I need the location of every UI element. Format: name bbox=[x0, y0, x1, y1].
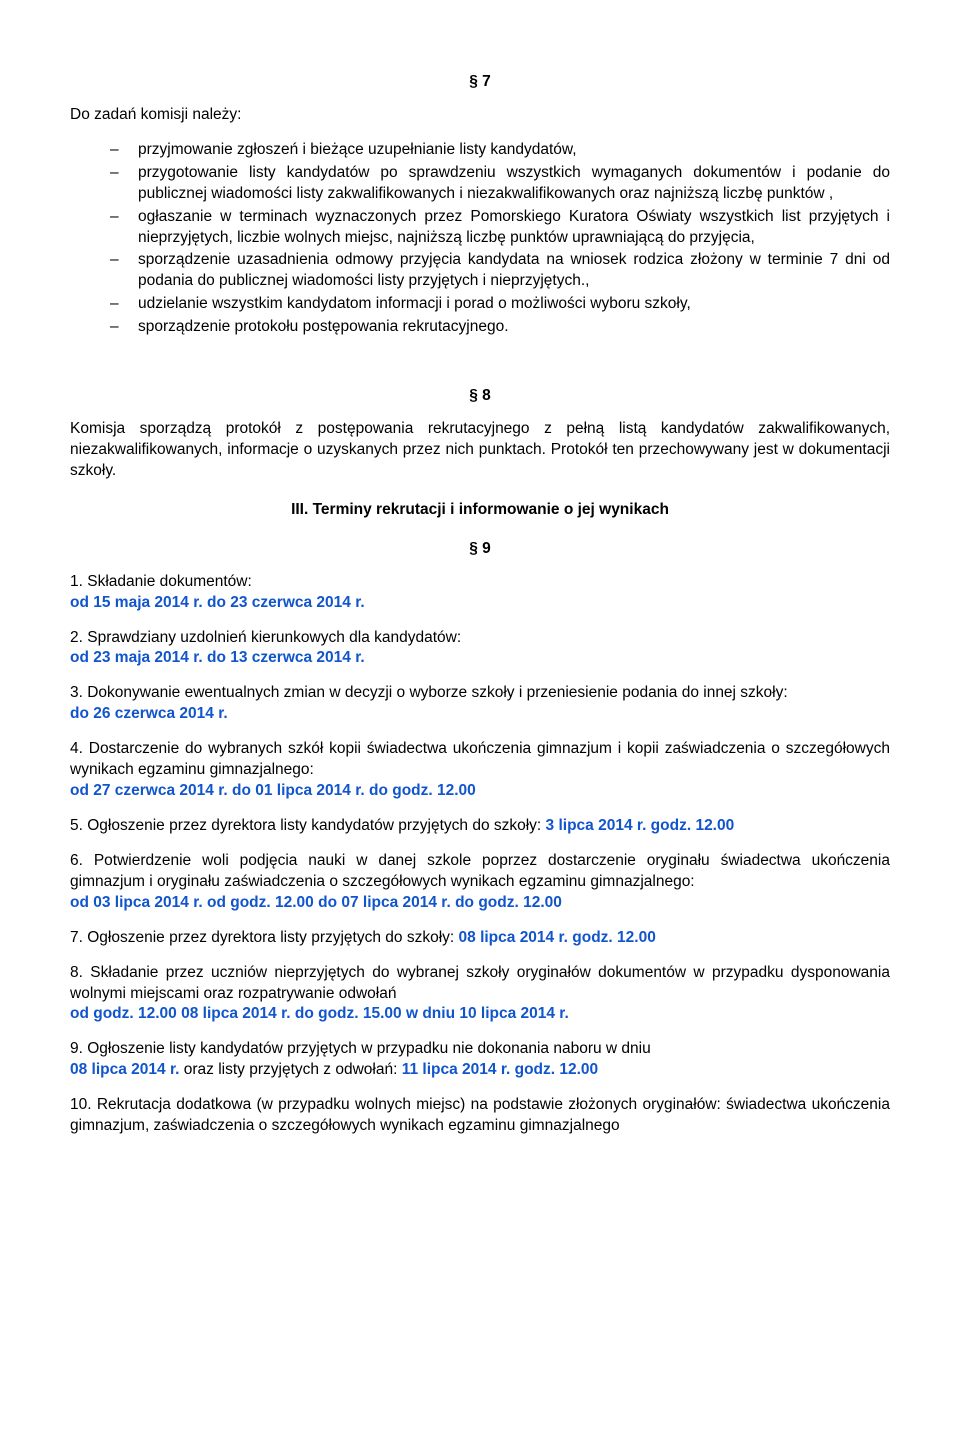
item-3: 3. Dokonywanie ewentualnych zmian w decy… bbox=[70, 683, 890, 725]
item-9-text: 9. Ogłoszenie listy kandydatów przyjętyc… bbox=[70, 1040, 651, 1057]
item-2-date: od 23 maja 2014 r. do 13 czerwca 2014 r. bbox=[70, 649, 365, 666]
item-2: 2. Sprawdziany uzdolnień kierunkowych dl… bbox=[70, 628, 890, 670]
list-item: sporządzenie protokołu postępowania rekr… bbox=[110, 317, 890, 338]
list-item: przyjmowanie zgłoszeń i bieżące uzupełni… bbox=[110, 140, 890, 161]
section-9-number: § 9 bbox=[70, 539, 890, 560]
item-9-mid: oraz listy przyjętych z odwołań: bbox=[179, 1061, 401, 1078]
item-6: 6. Potwierdzenie woli podjęcia nauki w d… bbox=[70, 851, 890, 914]
item-9: 9. Ogłoszenie listy kandydatów przyjętyc… bbox=[70, 1039, 890, 1081]
section-7-list: przyjmowanie zgłoszeń i bieżące uzupełni… bbox=[110, 140, 890, 338]
item-8-text: 8. Składanie przez uczniów nieprzyjętych… bbox=[70, 964, 890, 1002]
item-9-date-b: 11 lipca 2014 r. godz. 12.00 bbox=[402, 1061, 598, 1078]
section-8-para: Komisja sporządzą protokół z postępowani… bbox=[70, 419, 890, 482]
section-7-number: § 7 bbox=[70, 72, 890, 93]
item-4: 4. Dostarczenie do wybranych szkół kopii… bbox=[70, 739, 890, 802]
item-3-date: do 26 czerwca 2014 r. bbox=[70, 705, 228, 722]
section-III-title: III. Terminy rekrutacji i informowanie o… bbox=[70, 500, 890, 521]
item-5-date: 3 lipca 2014 r. godz. 12.00 bbox=[546, 817, 735, 834]
item-4-date: od 27 czerwca 2014 r. do 01 lipca 2014 r… bbox=[70, 782, 476, 799]
item-6-date: od 03 lipca 2014 r. od godz. 12.00 do 07… bbox=[70, 894, 562, 911]
item-10-text: 10. Rekrutacja dodatkowa (w przypadku wo… bbox=[70, 1096, 890, 1134]
item-1-date: od 15 maja 2014 r. do 23 czerwca 2014 r. bbox=[70, 594, 365, 611]
item-7-text: 7. Ogłoszenie przez dyrektora listy przy… bbox=[70, 929, 459, 946]
list-item: przygotowanie listy kandydatów po sprawd… bbox=[110, 163, 890, 205]
item-10: 10. Rekrutacja dodatkowa (w przypadku wo… bbox=[70, 1095, 890, 1137]
item-4-text: 4. Dostarczenie do wybranych szkół kopii… bbox=[70, 740, 890, 778]
item-2-text: 2. Sprawdziany uzdolnień kierunkowych dl… bbox=[70, 629, 461, 646]
list-item: sporządzenie uzasadnienia odmowy przyjęc… bbox=[110, 250, 890, 292]
list-item: ogłaszanie w terminach wyznaczonych prze… bbox=[110, 207, 890, 249]
item-8: 8. Składanie przez uczniów nieprzyjętych… bbox=[70, 963, 890, 1026]
item-6-text: 6. Potwierdzenie woli podjęcia nauki w d… bbox=[70, 852, 890, 890]
item-1: 1. Składanie dokumentów: od 15 maja 2014… bbox=[70, 572, 890, 614]
item-5: 5. Ogłoszenie przez dyrektora listy kand… bbox=[70, 816, 890, 837]
section-8-number: § 8 bbox=[70, 386, 890, 407]
list-item: udzielanie wszystkim kandydatom informac… bbox=[110, 294, 890, 315]
item-7-date: 08 lipca 2014 r. godz. 12.00 bbox=[459, 929, 656, 946]
item-5-text: 5. Ogłoszenie przez dyrektora listy kand… bbox=[70, 817, 546, 834]
item-9-date-a: 08 lipca 2014 r. bbox=[70, 1061, 179, 1078]
item-7: 7. Ogłoszenie przez dyrektora listy przy… bbox=[70, 928, 890, 949]
item-8-date: od godz. 12.00 08 lipca 2014 r. do godz.… bbox=[70, 1005, 569, 1022]
item-1-text: 1. Składanie dokumentów: bbox=[70, 573, 252, 590]
item-3-text: 3. Dokonywanie ewentualnych zmian w decy… bbox=[70, 684, 788, 701]
section-7-lead: Do zadań komisji należy: bbox=[70, 105, 890, 126]
